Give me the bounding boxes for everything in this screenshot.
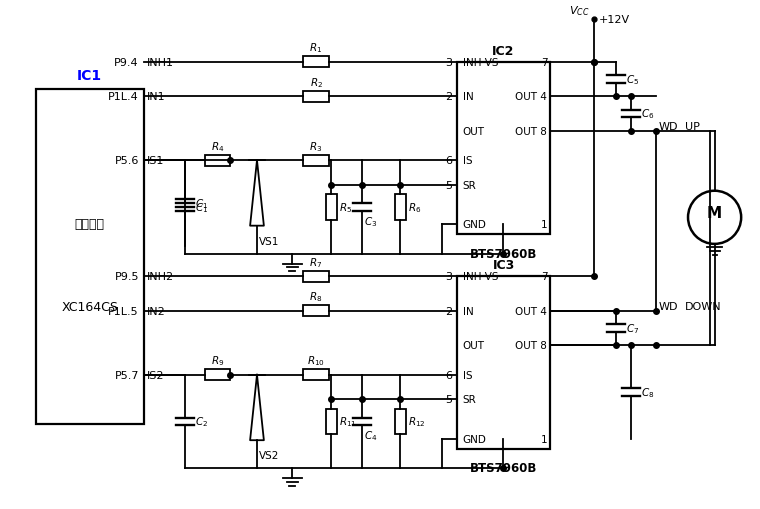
Text: M: M: [707, 206, 722, 220]
Bar: [326, 409, 337, 435]
Text: INH VS: INH VS: [463, 272, 498, 282]
Text: IS: IS: [463, 370, 472, 380]
Text: $C_5$: $C_5$: [626, 73, 639, 87]
Text: IN1: IN1: [147, 92, 166, 102]
Text: OUT 4: OUT 4: [515, 306, 547, 316]
Text: IC3: IC3: [492, 259, 515, 272]
Text: $R_{11}$: $R_{11}$: [339, 415, 356, 429]
Text: 7: 7: [540, 272, 547, 282]
Text: 微控制器: 微控制器: [74, 217, 105, 230]
Bar: [303, 92, 329, 102]
Bar: [303, 156, 329, 166]
Text: P5.6: P5.6: [115, 156, 139, 166]
Text: +12V: +12V: [598, 14, 629, 24]
Text: $C_4$: $C_4$: [364, 429, 378, 442]
Text: SR: SR: [463, 181, 477, 190]
Text: 2: 2: [445, 306, 452, 316]
Text: P1L.4: P1L.4: [108, 92, 139, 102]
Text: OUT 8: OUT 8: [515, 126, 547, 136]
Text: 3: 3: [445, 58, 452, 68]
Text: UP: UP: [685, 122, 700, 131]
Bar: [303, 58, 329, 68]
Text: $R_6$: $R_6$: [407, 201, 421, 214]
Text: $C_3$: $C_3$: [364, 214, 378, 228]
Text: $C_8$: $C_8$: [641, 385, 654, 399]
Bar: [303, 370, 329, 380]
Text: IN2: IN2: [147, 306, 166, 316]
Bar: [303, 271, 329, 282]
Text: $C_1$: $C_1$: [195, 201, 208, 214]
Text: VS1: VS1: [259, 236, 280, 246]
Text: $R_1$: $R_1$: [309, 42, 323, 55]
Text: IC1: IC1: [77, 69, 103, 83]
Text: P5.7: P5.7: [115, 370, 139, 380]
Text: IS: IS: [463, 156, 472, 166]
Text: BTS7960B: BTS7960B: [470, 462, 537, 474]
Text: OUT: OUT: [463, 126, 485, 136]
Bar: [394, 409, 406, 435]
Text: 1: 1: [540, 434, 547, 444]
Text: INH VS: INH VS: [463, 58, 498, 68]
Bar: [303, 306, 329, 317]
Bar: [205, 156, 230, 166]
Text: 3: 3: [445, 272, 452, 282]
Text: XC164CS: XC164CS: [62, 301, 118, 314]
Text: P9.4: P9.4: [114, 58, 139, 68]
Text: 2: 2: [445, 92, 452, 102]
Text: OUT: OUT: [463, 341, 485, 351]
Text: IC2: IC2: [492, 45, 515, 58]
Text: $R_4$: $R_4$: [211, 140, 224, 154]
Text: $V_{CC}$: $V_{CC}$: [569, 4, 590, 17]
Text: 6: 6: [445, 156, 452, 166]
Text: IN: IN: [463, 92, 473, 102]
Text: IS2: IS2: [147, 370, 164, 380]
Text: 1: 1: [540, 220, 547, 230]
Bar: [457, 277, 550, 448]
Bar: [205, 370, 230, 380]
Text: BTS7960B: BTS7960B: [470, 247, 537, 260]
Text: P9.5: P9.5: [115, 272, 139, 282]
Text: $R_{12}$: $R_{12}$: [407, 415, 426, 429]
Text: VS2: VS2: [259, 450, 280, 461]
Bar: [394, 195, 406, 220]
Text: $C_6$: $C_6$: [641, 107, 654, 121]
Text: OUT 4: OUT 4: [515, 92, 547, 102]
Bar: [326, 195, 337, 220]
Bar: [457, 63, 550, 235]
Text: 5: 5: [445, 394, 452, 405]
Text: IS1: IS1: [147, 156, 164, 166]
Text: $R_3$: $R_3$: [309, 140, 323, 154]
Text: INH2: INH2: [147, 272, 174, 282]
Text: P1L.5: P1L.5: [108, 306, 139, 316]
Text: OUT 8: OUT 8: [515, 341, 547, 351]
Bar: [36, 90, 144, 424]
Text: 5: 5: [445, 181, 452, 190]
Text: 6: 6: [445, 370, 452, 380]
Text: IN: IN: [463, 306, 473, 316]
Text: $C_1$: $C_1$: [195, 197, 208, 211]
Text: $R_9$: $R_9$: [211, 354, 224, 367]
Text: $R_{10}$: $R_{10}$: [307, 354, 325, 367]
Text: $R_7$: $R_7$: [309, 256, 323, 269]
Text: WD: WD: [658, 301, 678, 312]
Text: INH1: INH1: [147, 58, 174, 68]
Text: $R_8$: $R_8$: [309, 290, 323, 304]
Text: $C_2$: $C_2$: [195, 415, 208, 429]
Text: 7: 7: [540, 58, 547, 68]
Text: SR: SR: [463, 394, 477, 405]
Text: $R_5$: $R_5$: [339, 201, 352, 214]
Text: DOWN: DOWN: [685, 301, 722, 312]
Text: WD: WD: [658, 122, 678, 131]
Text: GND: GND: [463, 220, 486, 230]
Text: $R_2$: $R_2$: [309, 76, 322, 90]
Text: GND: GND: [463, 434, 486, 444]
Text: $C_7$: $C_7$: [626, 322, 639, 335]
